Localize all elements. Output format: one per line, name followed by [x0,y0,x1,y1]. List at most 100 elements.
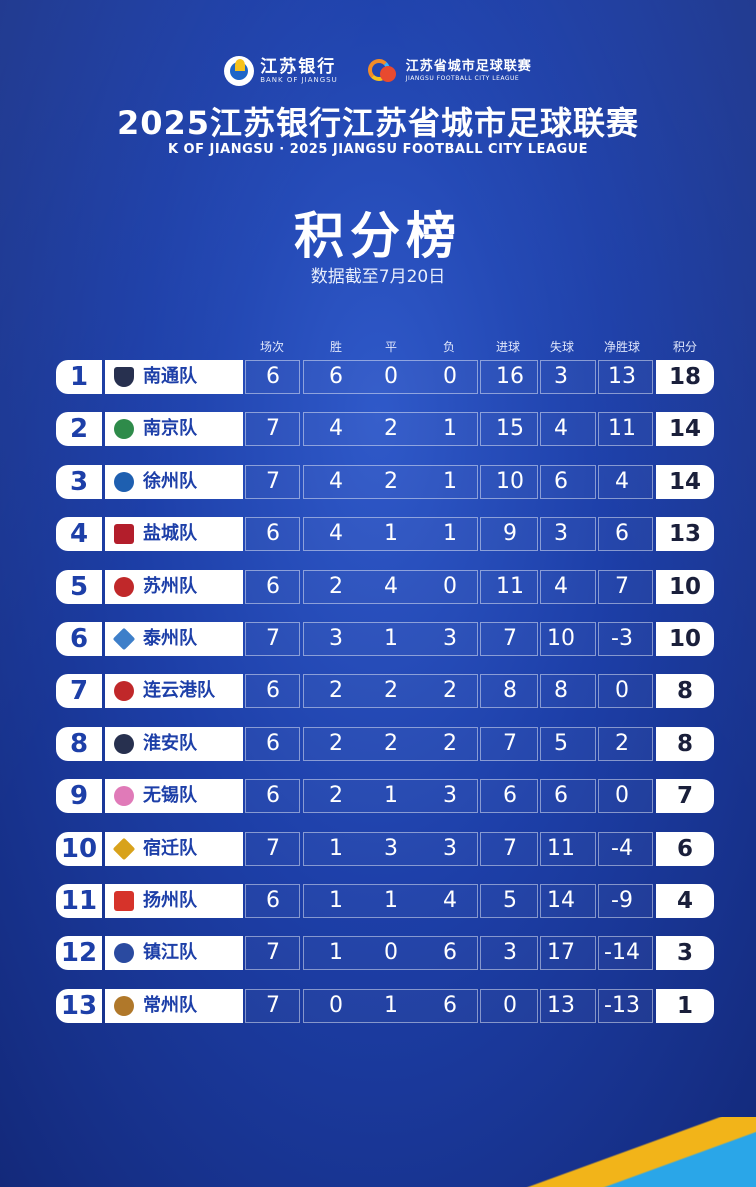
stat-cell-frame [540,464,596,499]
stat-played: 6 [266,783,280,809]
stat-drawn: 2 [384,678,398,704]
stat-ga: 10 [547,626,575,651]
col-played-header: 场次 [259,340,285,354]
page-subtitle: K OF JIANGSU · 2025 JIANGSU FOOTBALL CIT… [167,142,589,157]
points-cell: 14 [656,464,714,499]
table-row: 1 南通队 6 6 0 0 16 3 13 18 [0,360,756,394]
stat-cell-frame [303,936,478,971]
stat-cell-frame [540,360,596,394]
rank-number: 12 [60,938,98,969]
rank-cell: 4 [56,517,102,552]
team-name: 扬州队 [143,890,197,911]
rank-number: 4 [69,519,89,550]
stat-cell-frame [540,674,596,709]
team-name: 连云港队 [143,680,215,702]
page-title: 2025江苏银行江苏省城市足球联赛 [116,104,640,142]
points-value: 10 [668,573,701,600]
stat-drawn: 2 [384,730,398,756]
team-cell: 苏州队 [105,569,243,604]
rank-cell: 5 [56,569,102,604]
points-cell: 8 [656,674,714,709]
stat-won: 0 [329,992,343,1018]
stat-won: 3 [329,626,343,651]
stat-lost: 3 [443,835,457,861]
stat-cell-frame [303,517,478,552]
points-cell: 7 [656,779,714,814]
col-lost-header: 负 [442,340,456,354]
points-cell: 13 [656,517,714,552]
rank-number: 7 [69,676,89,707]
col-gd-header: 净胜球 [603,340,641,354]
decorative-corner-stripe [436,1117,756,1187]
table-row: 7 连云港队 6 2 2 2 8 8 0 8 [0,674,756,709]
stat-won: 1 [329,940,343,966]
stat-cell-frame [598,360,653,394]
stat-gd: 0 [615,783,629,809]
taizhou-badge-icon [112,627,136,651]
team-cell: 扬州队 [105,884,243,918]
stat-cell-frame [303,884,478,918]
stat-drawn: 1 [384,783,398,809]
stat-drawn: 4 [384,573,398,599]
stat-cell-frame [540,412,596,447]
team-name: 镇江队 [143,942,197,964]
team-name: 宿迁队 [143,837,197,859]
stat-played: 6 [266,364,280,389]
rank-number: 2 [69,414,89,445]
suqian-badge-icon [112,837,136,860]
team-cell: 南京队 [105,412,243,447]
stat-lost: 6 [443,992,457,1018]
points-cell: 1 [656,988,714,1023]
table-row: 13 常州队 7 0 1 6 0 13 -13 1 [0,988,756,1023]
stat-cell-frame [303,569,478,604]
stat-cell-frame [303,779,478,814]
stat-cell-frame [598,936,653,971]
points-cell: 3 [656,936,714,971]
team-name: 南京队 [143,418,197,440]
stat-gd: 0 [615,678,629,704]
rank-cell: 3 [56,464,102,499]
team-cell: 宿迁队 [105,831,243,866]
stat-lost: 3 [443,783,457,809]
stat-won: 4 [329,416,343,442]
league-logo-icon [366,56,400,86]
stat-played: 7 [266,835,280,861]
stat-cell-frame [303,726,478,761]
team-cell: 徐州队 [105,464,243,499]
team-name: 盐城队 [143,523,197,545]
stat-gd: -4 [611,835,633,861]
sponsor-logos: 江苏银行 BANK OF JIANGSU 江苏省城市足球联赛 JIANGSU F… [0,52,756,90]
team-cell: 连云港队 [105,674,243,709]
stat-played: 6 [266,730,280,756]
stat-cell-frame [480,517,538,552]
points-value: 3 [676,940,693,967]
stat-drawn: 2 [384,416,398,442]
table-row: 5 苏州队 6 2 4 0 11 4 7 10 [0,569,756,604]
stat-cell-frame [245,412,300,447]
stat-gf: 8 [503,678,517,704]
stat-lost: 6 [443,940,457,966]
stat-gf: 5 [503,888,517,913]
points-cell: 10 [656,622,714,656]
stat-gf: 3 [503,940,517,966]
rank-cell: 10 [56,831,102,866]
points-value: 10 [668,626,701,652]
table-row: 3 徐州队 7 4 2 1 10 6 4 14 [0,464,756,499]
team-name: 徐州队 [143,470,197,492]
date-note: 数据截至7月20日 [310,267,446,287]
xuzhou-badge-icon [114,471,134,492]
stat-cell-frame [303,464,478,499]
stat-gf: 9 [503,521,517,547]
stat-lost: 0 [443,573,457,599]
stat-cell-frame [540,779,596,814]
changzhou-badge-icon [114,995,134,1016]
stat-cell-frame [480,831,538,866]
stat-gd: 2 [615,730,629,756]
board-title: 积分榜 [294,207,462,265]
points-value: 13 [668,521,701,548]
stat-gd: -3 [611,626,633,651]
points-value: 8 [676,730,693,757]
nanjing-badge-icon [114,419,134,440]
table-row: 4 盐城队 6 4 1 1 9 3 6 13 [0,517,756,552]
rank-number: 5 [69,571,89,602]
